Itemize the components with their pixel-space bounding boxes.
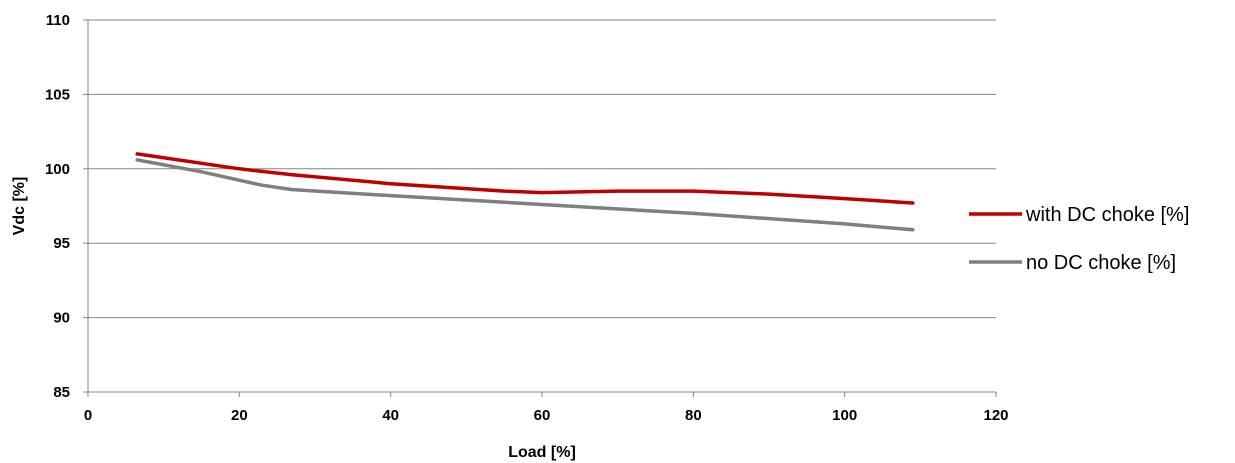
series-line-0 [135,152,915,205]
x-tick-label: 20 [231,407,248,424]
y-tick-label: 85 [53,384,70,401]
y-tick-label: 90 [53,310,70,327]
y-tick-label: 110 [46,12,70,29]
x-tick-label: 80 [685,407,702,424]
legend-label-1: no DC choke [%] [1026,252,1176,274]
y-tick-label: 100 [45,161,70,178]
x-tick-labels: 0 20 40 60 80 100 120 [84,392,1009,424]
x-tick-label: 40 [382,407,399,424]
x-tick-label: 0 [84,407,92,424]
x-tick-label: 60 [534,407,551,424]
gridlines [88,19,996,319]
y-tick-label: 105 [45,86,70,103]
legend: with DC choke [%] no DC choke [%] [969,204,1189,274]
series-line-1 [135,158,915,232]
x-tick-label: 100 [832,407,857,424]
x-axis-title: Load [%] [508,444,576,461]
y-tick-labels: 85 90 95 100 105 110 [45,12,88,401]
legend-label-0: with DC choke [%] [1025,204,1189,226]
y-tick-label: 95 [53,235,70,252]
x-tick-label: 120 [983,407,1008,424]
series-lines [135,152,915,232]
y-axis-title: Vdc [%] [11,177,28,236]
